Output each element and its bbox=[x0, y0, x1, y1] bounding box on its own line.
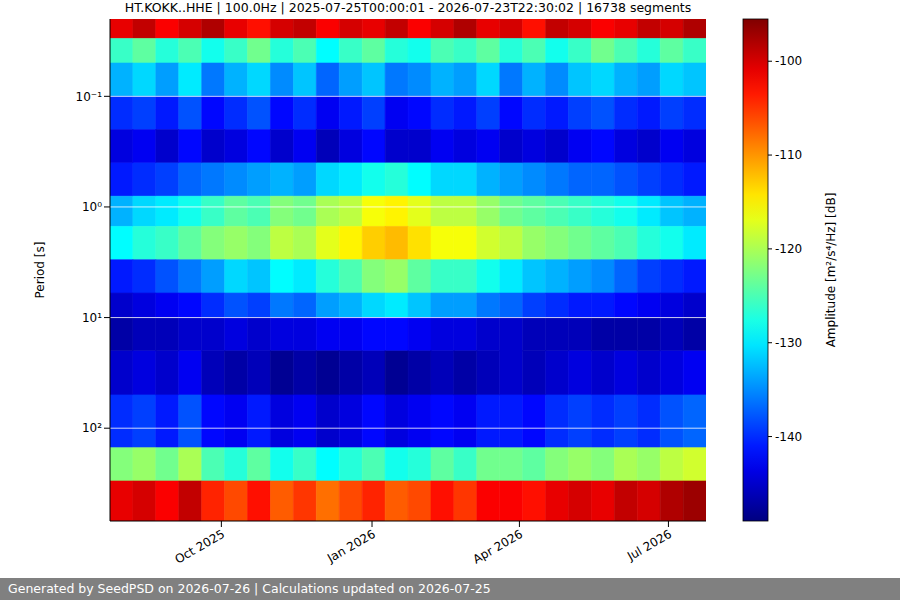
svg-text:-100: -100 bbox=[775, 54, 802, 68]
svg-text:Jul 2026: Jul 2026 bbox=[624, 527, 674, 564]
svg-text:10²: 10² bbox=[82, 421, 102, 435]
svg-text:Amplitude [m²/s⁴/Hz] [dB]: Amplitude [m²/s⁴/Hz] [dB] bbox=[824, 193, 838, 348]
svg-text:Jan 2026: Jan 2026 bbox=[324, 527, 378, 566]
html-text:Generated by SeedPSD on 2026-0: Generated by SeedPSD on 2026-07-26 | Cal… bbox=[8, 581, 491, 596]
svg-text:10⁰: 10⁰ bbox=[82, 200, 102, 214]
svg-text:-140: -140 bbox=[775, 430, 802, 444]
svg-text:Apr 2026: Apr 2026 bbox=[470, 527, 525, 567]
svg-text:Oct 2025: Oct 2025 bbox=[172, 527, 227, 567]
svg-text:10⁻¹: 10⁻¹ bbox=[76, 90, 103, 104]
svg-text:-120: -120 bbox=[775, 242, 802, 256]
html-text:HT.KOKK..HHE | 100.0Hz | 2025-: HT.KOKK..HHE | 100.0Hz | 2025-07-25T00:0… bbox=[124, 0, 692, 15]
svg-text:-110: -110 bbox=[775, 148, 802, 162]
svg-text:Period [s]: Period [s] bbox=[33, 242, 47, 299]
svg-text:-130: -130 bbox=[775, 336, 802, 350]
svg-text:10¹: 10¹ bbox=[82, 311, 102, 325]
